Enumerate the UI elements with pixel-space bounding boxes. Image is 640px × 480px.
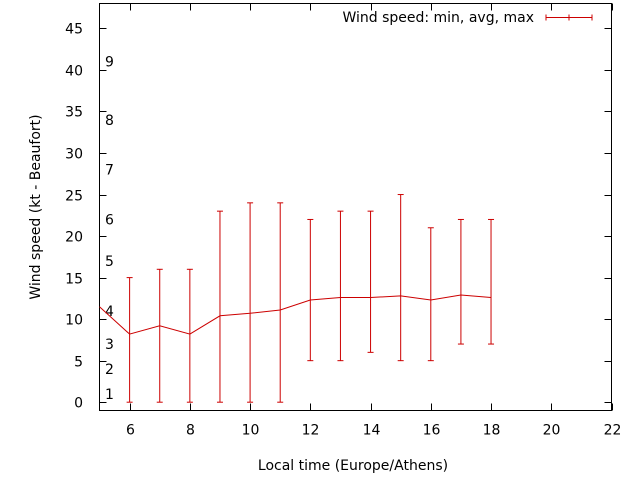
y-tick-label: 10 [65, 313, 83, 329]
y-tick-labels: 0 5 10 15 20 25 30 35 40 45 [65, 22, 83, 412]
y-tick-label: 15 [65, 272, 83, 288]
series-layer [99, 194, 495, 403]
avg-line [99, 294, 492, 335]
x-tick-label: 12 [302, 423, 320, 439]
axis-ticks [99, 3, 613, 411]
beaufort-label: 9 [105, 55, 114, 71]
plot-frame [99, 3, 612, 411]
x-tick-label: 18 [483, 423, 501, 439]
y-axis-label: Wind speed (kt - Beaufort) [28, 114, 44, 299]
y-tick-label: 30 [65, 147, 83, 163]
x-tick-label: 22 [604, 423, 622, 439]
x-tick-label: 14 [363, 423, 381, 439]
beaufort-label: 6 [105, 212, 114, 228]
beaufort-label: 2 [105, 362, 114, 378]
y-tick-label: 20 [65, 230, 83, 246]
beaufort-label: 8 [105, 113, 114, 129]
x-tick-label: 10 [242, 423, 260, 439]
x-tick-label: 20 [543, 423, 561, 439]
y-tick-label: 40 [65, 64, 83, 80]
beaufort-label: 3 [105, 337, 114, 353]
x-axis-label: Local time (Europe/Athens) [258, 458, 448, 474]
x-tick-labels: 6 8 10 12 14 16 18 20 22 [126, 423, 621, 439]
legend-swatch [545, 14, 593, 21]
y-tick-label: 5 [74, 355, 83, 371]
beaufort-label: 7 [105, 163, 114, 179]
y-tick-label: 45 [65, 22, 83, 38]
x-tick-label: 6 [126, 423, 135, 439]
y-tick-label: 0 [74, 396, 83, 412]
x-tick-label: 16 [423, 423, 441, 439]
x-tick-label: 8 [186, 423, 195, 439]
legend-label: Wind speed: min, avg, max [342, 10, 534, 26]
beaufort-label: 5 [105, 254, 114, 270]
beaufort-labels: 1 2 3 4 5 6 7 8 9 [105, 55, 114, 403]
beaufort-label: 4 [105, 304, 114, 320]
y-tick-label: 35 [65, 105, 83, 121]
y-tick-label: 25 [65, 189, 83, 205]
legend: Wind speed: min, avg, max [342, 10, 593, 26]
beaufort-label: 1 [105, 387, 114, 403]
